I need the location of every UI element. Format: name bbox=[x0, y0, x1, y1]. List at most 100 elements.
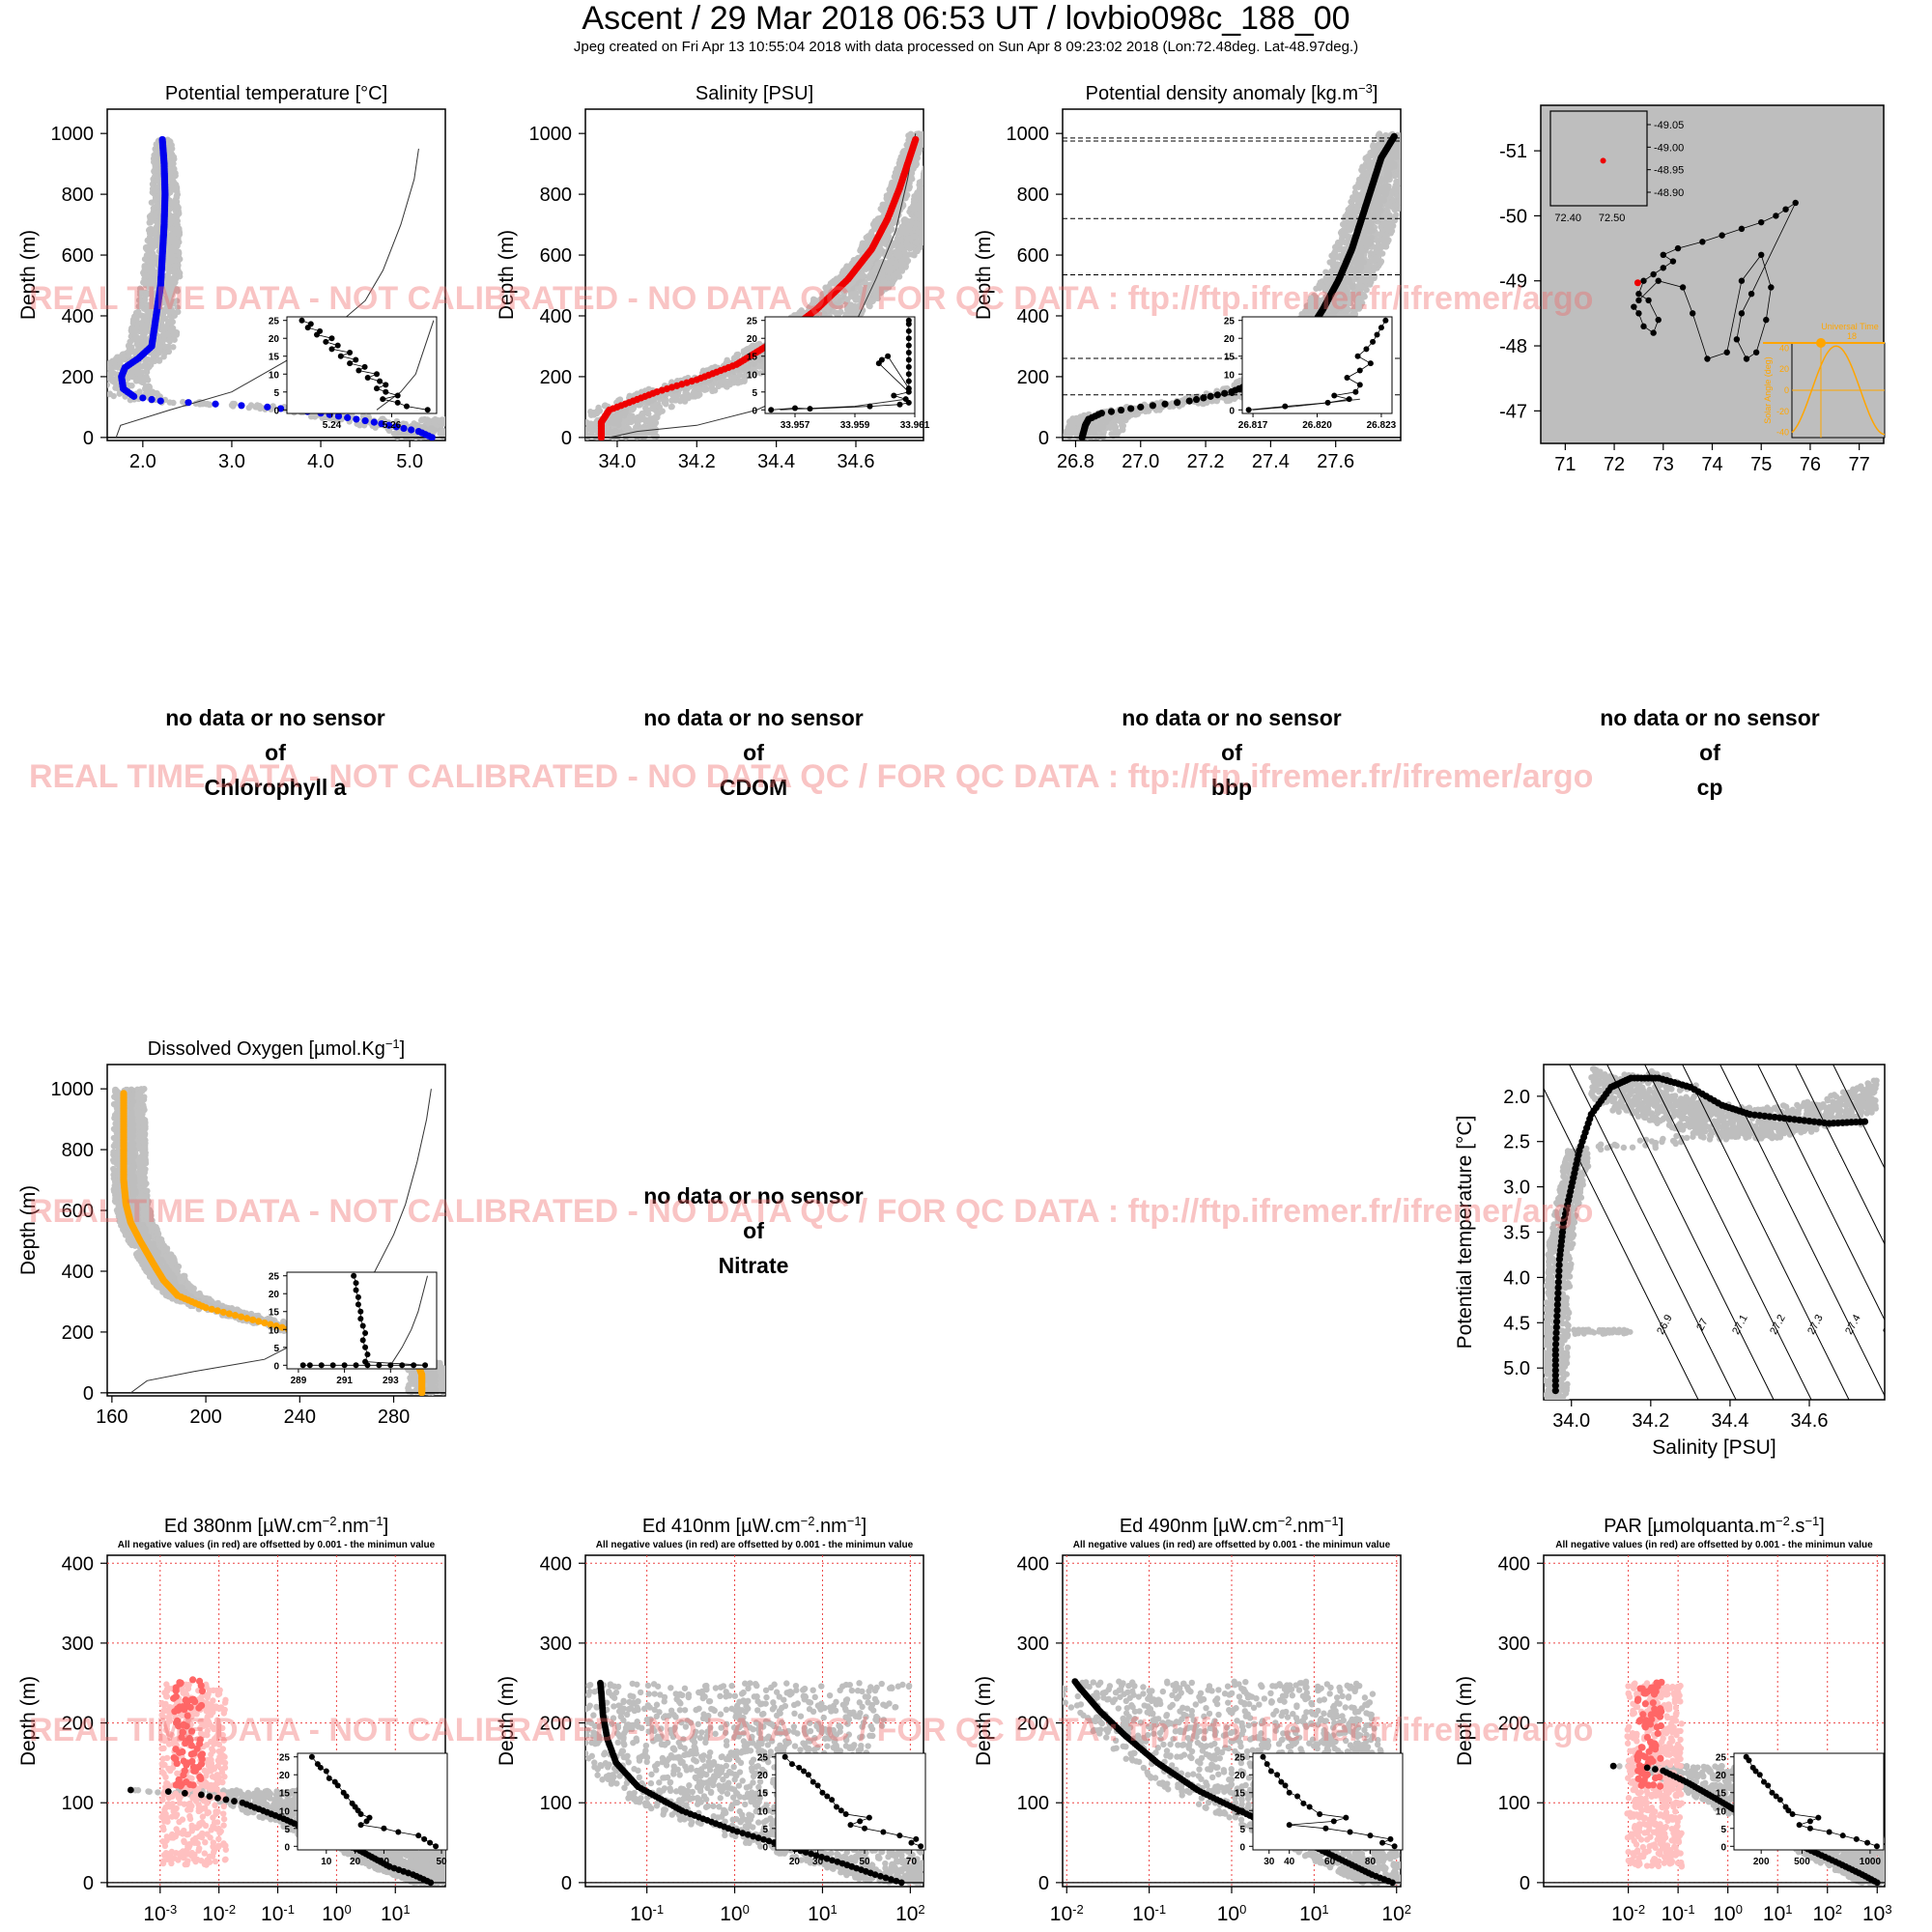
history-point bbox=[931, 156, 937, 161]
history-point bbox=[931, 175, 937, 181]
history-point bbox=[934, 144, 940, 150]
inset-x-tick-label: 33.961 bbox=[900, 420, 930, 431]
history-point bbox=[152, 229, 158, 236]
history-point bbox=[937, 131, 943, 137]
inset-point bbox=[394, 392, 401, 399]
history-point bbox=[107, 375, 111, 382]
history-point bbox=[100, 367, 106, 373]
history-point bbox=[112, 384, 119, 391]
history-point bbox=[715, 376, 722, 383]
inset-point bbox=[328, 335, 335, 342]
y-tick-label: 400 bbox=[1017, 306, 1049, 327]
history-point bbox=[934, 141, 940, 147]
history-point bbox=[948, 135, 953, 141]
history-point bbox=[921, 204, 923, 211]
history-point bbox=[932, 208, 938, 213]
history-point bbox=[945, 136, 951, 142]
profile-point bbox=[361, 416, 369, 425]
history-point bbox=[942, 173, 948, 179]
history-point bbox=[949, 154, 954, 159]
history-point bbox=[170, 274, 177, 282]
inset-frame bbox=[286, 316, 438, 414]
history-point bbox=[158, 311, 166, 318]
history-point bbox=[165, 249, 172, 256]
history-point bbox=[955, 136, 961, 142]
history-point bbox=[952, 137, 957, 143]
history-point bbox=[938, 150, 944, 156]
history-point bbox=[165, 137, 173, 145]
history-point bbox=[930, 180, 936, 185]
history-point bbox=[937, 148, 943, 154]
history-point bbox=[927, 176, 933, 182]
history-point bbox=[446, 416, 452, 422]
y-tick-label: 0 bbox=[83, 428, 94, 449]
y-tick-label: 1000 bbox=[529, 124, 573, 145]
history-point bbox=[585, 423, 586, 426]
history-point bbox=[928, 152, 934, 157]
history-point bbox=[935, 192, 941, 198]
history-point bbox=[142, 244, 150, 252]
history-point bbox=[741, 373, 748, 380]
history-point bbox=[630, 405, 637, 412]
history-point bbox=[944, 145, 950, 151]
inset-y-tick-label: 0 bbox=[273, 406, 279, 416]
history-point bbox=[853, 290, 860, 297]
history-point bbox=[944, 154, 950, 159]
history-point bbox=[934, 194, 940, 200]
y-tick-label: 800 bbox=[1017, 185, 1049, 206]
history-point bbox=[585, 428, 586, 432]
history-point bbox=[948, 155, 953, 160]
history-point bbox=[927, 191, 933, 197]
history-point bbox=[152, 211, 158, 217]
inset-y-tick-label: 0 bbox=[752, 406, 757, 416]
history-point bbox=[937, 150, 943, 156]
history-point bbox=[168, 317, 175, 324]
history-point bbox=[931, 186, 937, 192]
history-point bbox=[798, 307, 805, 314]
history-point bbox=[937, 146, 943, 152]
history-point bbox=[933, 137, 939, 143]
history-point bbox=[632, 432, 639, 439]
history-point bbox=[939, 157, 945, 163]
history-point bbox=[674, 387, 681, 394]
history-point bbox=[834, 278, 840, 286]
history-point bbox=[948, 130, 953, 136]
history-point bbox=[724, 371, 730, 378]
inset-x-tick-label: 5.24 bbox=[323, 420, 342, 431]
x-tick-label: 34.4 bbox=[757, 451, 795, 472]
history-point bbox=[154, 242, 161, 249]
history-point bbox=[926, 208, 932, 213]
y-tick-label: 600 bbox=[62, 245, 94, 267]
history-point bbox=[659, 408, 666, 414]
history-point bbox=[937, 151, 943, 156]
history-point bbox=[933, 172, 939, 178]
history-point bbox=[144, 322, 152, 328]
history-point bbox=[948, 159, 953, 165]
history-point bbox=[923, 168, 929, 174]
x-tick-label: 34.0 bbox=[598, 451, 636, 472]
history-point bbox=[933, 171, 939, 177]
history-point bbox=[107, 387, 108, 390]
history-point bbox=[940, 166, 946, 172]
history-point bbox=[671, 397, 678, 404]
history-point bbox=[940, 148, 946, 154]
history-point bbox=[915, 148, 922, 156]
history-point bbox=[901, 249, 908, 257]
history-point bbox=[935, 177, 941, 183]
inset-point bbox=[394, 399, 401, 406]
history-point bbox=[929, 177, 935, 183]
x-tick-label: 26.8 bbox=[1057, 451, 1094, 472]
history-point bbox=[744, 365, 751, 372]
history-point bbox=[613, 414, 620, 421]
history-point bbox=[257, 404, 264, 411]
history-point bbox=[171, 267, 178, 273]
history-point bbox=[161, 350, 168, 356]
history-point bbox=[903, 141, 911, 148]
history-point bbox=[940, 137, 946, 143]
history-point bbox=[930, 145, 936, 151]
history-point bbox=[167, 234, 174, 241]
history-point bbox=[860, 246, 867, 253]
history-point bbox=[823, 287, 830, 294]
history-point bbox=[902, 194, 909, 202]
